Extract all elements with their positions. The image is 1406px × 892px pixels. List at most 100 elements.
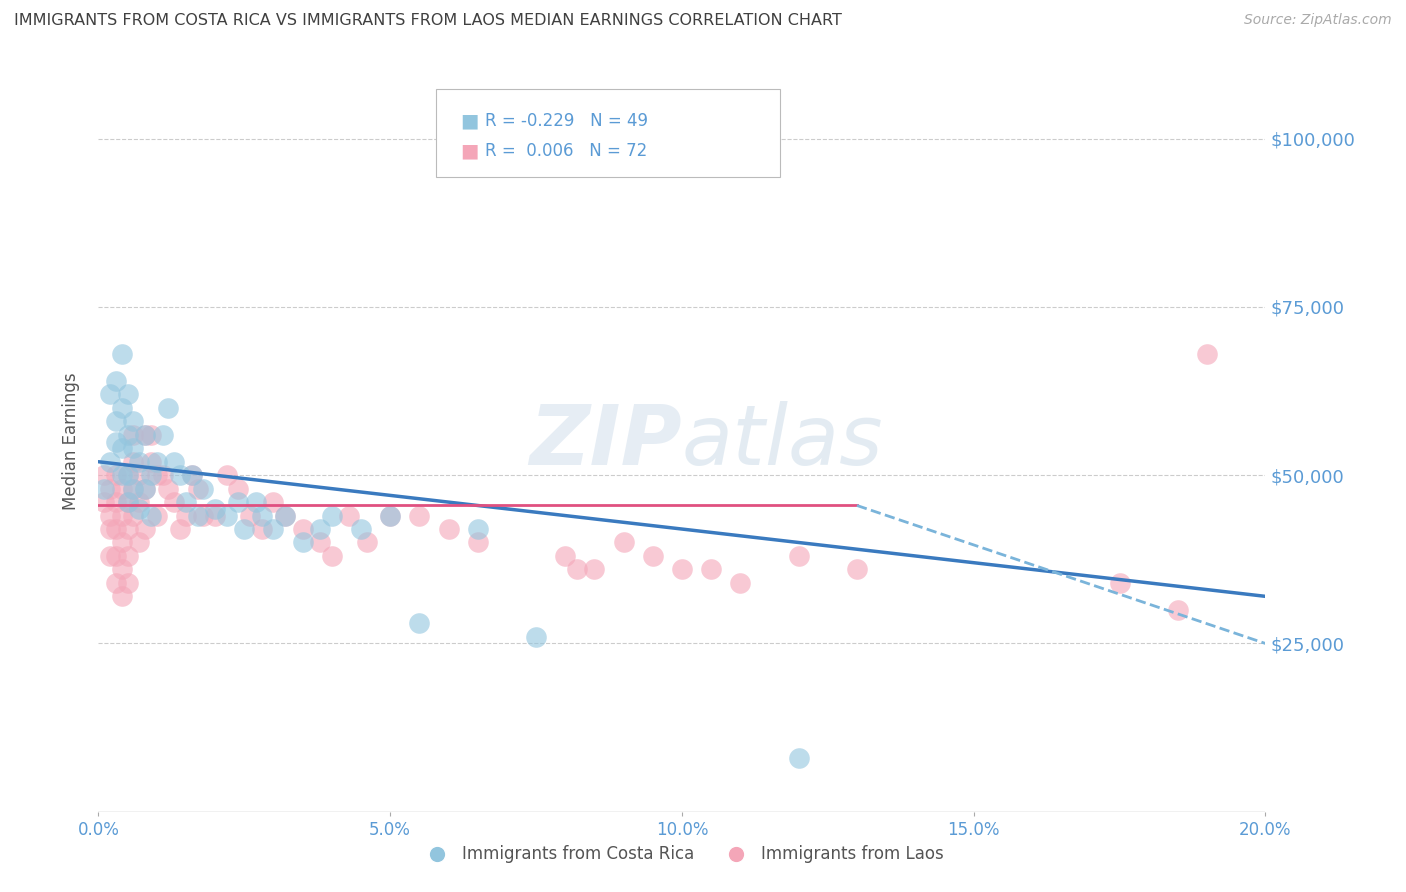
Point (93, 495, 115, 509)
Point (356, 535, 378, 549)
Point (787, 549, 810, 563)
Point (846, 562, 869, 576)
Point (641, 549, 664, 563)
Point (467, 535, 489, 549)
Point (163, 495, 186, 509)
Point (117, 495, 139, 509)
Point (163, 455, 186, 469)
Point (139, 468, 162, 483)
Point (139, 508, 162, 523)
Point (262, 495, 284, 509)
Point (111, 347, 134, 361)
Point (98, 508, 121, 523)
Point (111, 508, 134, 523)
Point (104, 522, 127, 536)
Point (98, 549, 121, 563)
Point (274, 508, 297, 523)
Point (524, 630, 547, 644)
Point (612, 535, 634, 549)
Point (565, 562, 588, 576)
Text: R =  0.006   N = 72: R = 0.006 N = 72 (485, 142, 647, 160)
Point (122, 442, 145, 456)
Point (1108, 575, 1130, 590)
Point (274, 508, 297, 523)
Point (104, 549, 127, 563)
Point (169, 522, 191, 536)
Text: R = -0.229   N = 49: R = -0.229 N = 49 (485, 112, 648, 129)
Point (700, 562, 723, 576)
Point (111, 590, 134, 604)
Point (134, 482, 156, 496)
Point (128, 468, 150, 483)
Point (671, 562, 693, 576)
Point (128, 455, 150, 469)
Point (104, 374, 127, 388)
Point (180, 468, 202, 483)
Point (157, 401, 180, 415)
Point (350, 522, 373, 536)
Point (337, 508, 360, 523)
Point (262, 522, 284, 536)
Point (187, 482, 209, 496)
Point (193, 482, 215, 496)
Point (215, 508, 238, 523)
Point (204, 508, 226, 523)
Point (1167, 603, 1189, 617)
Point (134, 522, 156, 536)
Point (204, 501, 226, 516)
Point (98, 455, 121, 469)
Point (245, 495, 267, 509)
Point (157, 482, 180, 496)
Point (104, 468, 127, 483)
Point (174, 495, 197, 509)
Point (169, 468, 191, 483)
Point (93, 468, 115, 483)
Legend: Immigrants from Costa Rica, Immigrants from Laos: Immigrants from Costa Rica, Immigrants f… (413, 838, 950, 870)
Point (152, 427, 174, 442)
Point (122, 482, 145, 496)
Point (291, 522, 314, 536)
Point (104, 575, 127, 590)
Point (309, 535, 332, 549)
Point (117, 468, 139, 483)
Point (291, 535, 314, 549)
Point (146, 468, 169, 483)
Point (309, 522, 332, 536)
Point (122, 482, 145, 496)
Point (104, 414, 127, 428)
Point (98, 522, 121, 536)
Point (250, 522, 273, 536)
Point (117, 549, 139, 563)
Point (250, 508, 273, 523)
Point (111, 562, 134, 576)
Point (467, 522, 489, 536)
Point (134, 427, 156, 442)
Point (554, 549, 576, 563)
Point (228, 482, 250, 496)
Point (111, 535, 134, 549)
Point (228, 495, 250, 509)
Point (104, 434, 127, 449)
Text: Source: ZipAtlas.com: Source: ZipAtlas.com (1244, 13, 1392, 28)
Point (122, 414, 145, 428)
Point (117, 522, 139, 536)
Point (146, 455, 169, 469)
Point (104, 495, 127, 509)
Point (134, 427, 156, 442)
Point (128, 495, 150, 509)
Point (111, 482, 134, 496)
Point (139, 455, 162, 469)
Point (437, 522, 460, 536)
Point (152, 468, 174, 483)
Y-axis label: Median Earnings: Median Earnings (62, 373, 80, 510)
Point (321, 508, 343, 523)
Point (730, 575, 752, 590)
Point (122, 427, 145, 442)
Point (380, 508, 402, 523)
Text: ■: ■ (460, 112, 478, 130)
Point (408, 616, 430, 631)
Point (111, 442, 134, 456)
Text: atlas: atlas (682, 401, 883, 482)
Point (239, 508, 262, 523)
Point (117, 427, 139, 442)
